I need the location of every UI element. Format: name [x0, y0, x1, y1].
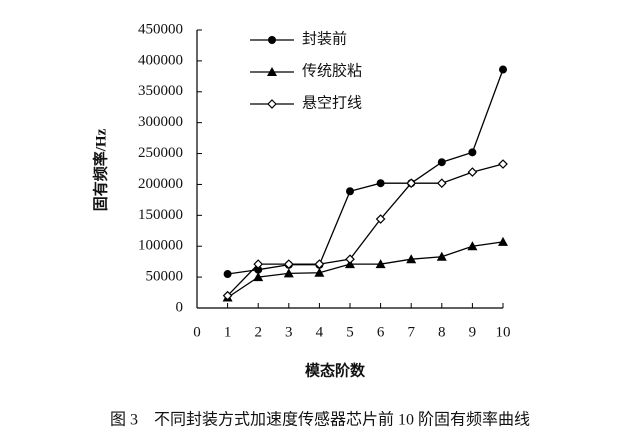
x-tick-label: 0 — [193, 324, 201, 340]
y-tick-label: 0 — [176, 299, 184, 315]
point — [406, 254, 417, 264]
legend-label: 悬空打线 — [302, 94, 362, 111]
point — [467, 167, 478, 177]
series-line — [227, 241, 504, 299]
point — [222, 290, 233, 301]
point — [436, 251, 447, 261]
y-tick-label: 100000 — [138, 238, 183, 254]
x-tick-label: 5 — [346, 324, 354, 340]
point — [499, 65, 507, 74]
point — [283, 259, 294, 269]
x-tick-label: 1 — [224, 324, 232, 340]
x-tick-label: 9 — [469, 324, 477, 340]
y-tick-label: 450000 — [138, 21, 183, 37]
point — [314, 267, 325, 277]
point — [253, 272, 264, 282]
legend-marker — [267, 99, 277, 109]
y-tick-label: 350000 — [138, 83, 183, 99]
y-tick-label: 50000 — [146, 269, 184, 285]
point — [437, 158, 446, 167]
y-tick-label: 400000 — [138, 52, 183, 68]
point — [467, 241, 478, 251]
y-tick-label: 200000 — [138, 176, 183, 192]
point — [375, 214, 386, 224]
point — [376, 179, 385, 188]
x-tick-label: 6 — [377, 324, 385, 340]
x-tick-label: 4 — [316, 324, 324, 340]
point — [283, 268, 294, 278]
series-line — [227, 163, 504, 297]
point — [498, 236, 508, 246]
point — [346, 187, 354, 196]
y-tick-label: 300000 — [138, 114, 183, 130]
legend-marker — [267, 67, 277, 76]
x-tick-label: 10 — [496, 324, 511, 340]
point — [254, 265, 263, 274]
legend-label: 封装前 — [302, 30, 347, 47]
point — [406, 178, 417, 189]
point — [498, 159, 508, 169]
series-line — [227, 69, 504, 275]
x-tick-label: 3 — [285, 324, 293, 340]
point — [375, 259, 386, 269]
x-tick-label: 2 — [254, 324, 262, 340]
point — [223, 270, 232, 279]
point — [468, 148, 477, 157]
y-tick-label: 150000 — [138, 207, 183, 223]
caption: 图 3 不同封装方式加速度传感器芯片前 10 阶固有频率曲线 — [110, 411, 530, 429]
legend-marker — [268, 36, 276, 44]
point — [253, 259, 264, 269]
y-tick-label: 250000 — [138, 145, 183, 161]
x-tick-label: 7 — [407, 324, 415, 340]
legend-label: 传统胶粘 — [302, 62, 362, 79]
x-axis-label: 模态阶数 — [305, 361, 366, 379]
x-tick-label: 8 — [438, 324, 446, 340]
point — [436, 178, 447, 189]
point — [345, 254, 355, 265]
y-axis-label: 固有频率/Hz — [91, 128, 109, 211]
point — [314, 259, 325, 269]
